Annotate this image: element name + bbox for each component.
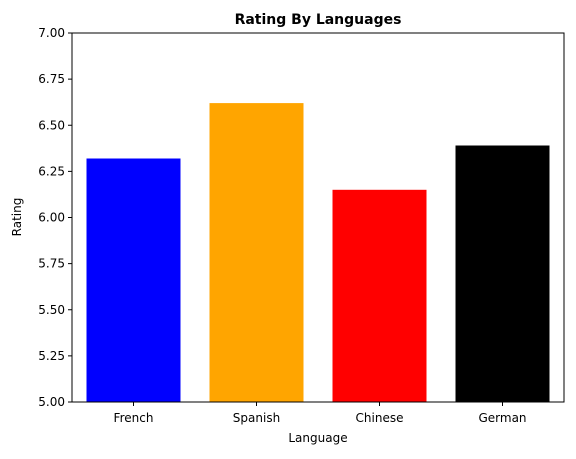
y-axis-ticks: 5.00 5.25 5.50 5.75 6.00 6.25 6.50 6.75 7.00 xyxy=(38,26,72,409)
bar-chinese xyxy=(332,189,427,402)
x-tick-label: French xyxy=(114,411,154,425)
bars-group xyxy=(86,103,550,402)
plot-area-frame xyxy=(71,32,565,403)
y-tick-label: 5.75 xyxy=(38,257,65,271)
bar-german xyxy=(455,145,550,402)
y-tick-label: 6.50 xyxy=(38,118,65,132)
x-axis-label: Language xyxy=(288,431,347,445)
y-tick-label: 5.50 xyxy=(38,303,65,317)
bar-spanish xyxy=(209,103,304,402)
x-tick-label: German xyxy=(478,411,526,425)
x-tick-label: Spanish xyxy=(233,411,280,425)
y-tick-label: 5.00 xyxy=(38,395,65,409)
y-tick-label: 6.25 xyxy=(38,164,65,178)
y-tick-label: 6.75 xyxy=(38,72,65,86)
chart-title: Rating By Languages xyxy=(235,12,402,28)
y-tick-label: 7.00 xyxy=(38,26,65,40)
y-axis-label: Rating xyxy=(10,198,24,237)
x-tick-label: Chinese xyxy=(356,411,404,425)
x-axis-ticks: French Spanish Chinese German xyxy=(114,402,527,425)
y-tick-label: 6.00 xyxy=(38,211,65,225)
bar-french xyxy=(86,158,181,402)
y-tick-label: 5.25 xyxy=(38,349,65,363)
